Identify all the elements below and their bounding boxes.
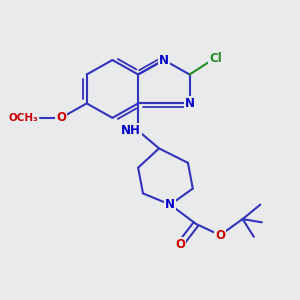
Text: N: N: [159, 53, 169, 67]
Text: OCH₃: OCH₃: [9, 113, 38, 123]
Text: N: N: [184, 97, 195, 110]
Text: O: O: [175, 238, 185, 251]
Text: O: O: [215, 229, 225, 242]
Text: Cl: Cl: [209, 52, 222, 65]
Text: N: N: [165, 198, 175, 211]
Text: NH: NH: [121, 124, 141, 137]
Text: O: O: [56, 111, 66, 124]
